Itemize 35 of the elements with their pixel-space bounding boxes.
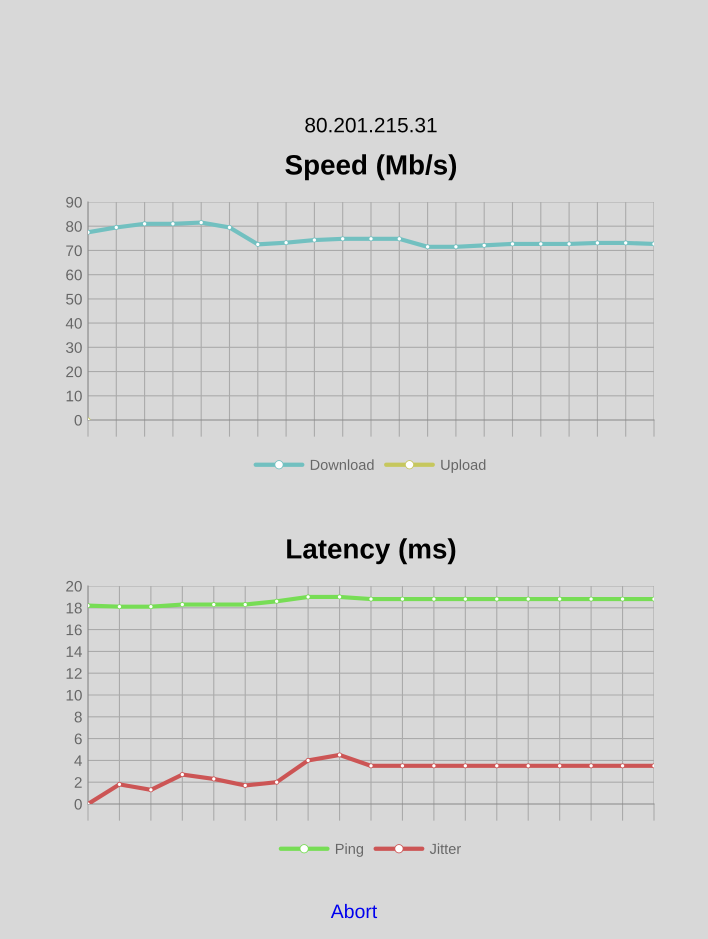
y-tick-label: 50 bbox=[66, 294, 82, 305]
y-tick-label: 8 bbox=[74, 712, 82, 722]
y-tick-label: 20 bbox=[66, 366, 82, 378]
y-tick-label: 10 bbox=[66, 390, 82, 402]
point bbox=[180, 772, 185, 778]
point bbox=[274, 780, 280, 785]
y-tick-label: 20 bbox=[66, 580, 82, 592]
y-tick-label: 14 bbox=[66, 646, 82, 657]
y-tick-label: 30 bbox=[66, 342, 82, 354]
line-series bbox=[88, 220, 654, 250]
legend-label: Jitter bbox=[430, 843, 461, 854]
y-tick-label: 6 bbox=[74, 733, 82, 744]
chart-title: Latency (ms) bbox=[287, 538, 456, 564]
chart-subtitle: 80.201.215.31 bbox=[305, 118, 437, 132]
y-tick-label: 70 bbox=[66, 245, 82, 256]
y-tick-label: 90 bbox=[66, 196, 82, 208]
legend-label: Upload bbox=[441, 459, 486, 473]
y-tick-label: 4 bbox=[74, 755, 82, 766]
y-tick-label: 80 bbox=[66, 221, 82, 232]
y-tick-label: 0 bbox=[74, 798, 82, 810]
text: Abort bbox=[330, 904, 378, 918]
y-tick-label: 0 bbox=[74, 414, 82, 426]
y-tick-label: 12 bbox=[66, 668, 82, 679]
y-tick-label: 18 bbox=[66, 602, 82, 614]
y-tick-label: 10 bbox=[66, 690, 82, 701]
chart-title: Speed (Mb/s) bbox=[285, 154, 456, 180]
legend-label: Ping bbox=[336, 843, 364, 857]
y-tick-label: 2 bbox=[74, 777, 82, 788]
point bbox=[116, 782, 122, 787]
line-series bbox=[88, 594, 654, 610]
y-tick-label: 40 bbox=[66, 318, 82, 329]
point bbox=[337, 752, 342, 758]
y-tick-label: 60 bbox=[66, 270, 82, 280]
legend-label: Download bbox=[310, 459, 374, 470]
y-tick-label: 16 bbox=[66, 624, 82, 636]
